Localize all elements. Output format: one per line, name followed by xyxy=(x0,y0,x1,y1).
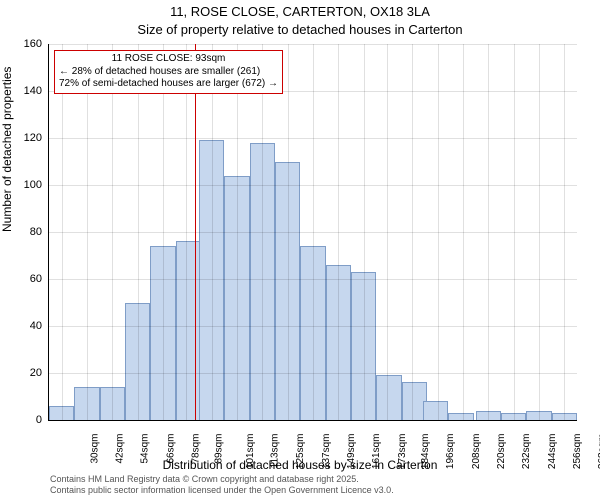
y-tick-label: 40 xyxy=(8,320,42,332)
x-tick-label: 244sqm xyxy=(547,434,558,470)
footer-line-1: Contains HM Land Registry data © Crown c… xyxy=(50,474,394,485)
x-tick-label: 256sqm xyxy=(572,434,583,470)
x-tick-label: 184sqm xyxy=(420,434,431,470)
x-tick-label: 208sqm xyxy=(471,434,482,470)
y-tick-label: 20 xyxy=(8,367,42,379)
gridline-x xyxy=(288,44,289,420)
gridline-x xyxy=(338,44,339,420)
gridline-x xyxy=(237,44,238,420)
gridline-y xyxy=(49,420,577,421)
gridline-x xyxy=(112,44,113,420)
title-line-2: Size of property relative to detached ho… xyxy=(0,22,600,37)
x-tick-label: 196sqm xyxy=(445,434,456,470)
gridline-x xyxy=(364,44,365,420)
x-tick-label: 54sqm xyxy=(140,434,151,464)
footer-attribution: Contains HM Land Registry data © Crown c… xyxy=(50,474,394,496)
x-tick-label: 137sqm xyxy=(321,434,332,470)
gridline-x xyxy=(138,44,139,420)
footer-line-2: Contains public sector information licen… xyxy=(50,485,394,496)
gridline-x xyxy=(564,44,565,420)
x-tick-label: 149sqm xyxy=(346,434,357,470)
gridline-x xyxy=(488,44,489,420)
histogram-bar xyxy=(448,413,473,420)
gridline-x xyxy=(514,44,515,420)
annotation-line-1: 11 ROSE CLOSE: 93sqm xyxy=(59,53,278,66)
plot-area xyxy=(48,44,577,421)
gridline-x xyxy=(387,44,388,420)
gridline-x xyxy=(163,44,164,420)
histogram-bar xyxy=(176,241,201,420)
chart-container: 11, ROSE CLOSE, CARTERTON, OX18 3LA Size… xyxy=(0,0,600,500)
y-tick-label: 80 xyxy=(8,226,42,238)
gridline-x xyxy=(212,44,213,420)
annotation-line-2: ← 28% of detached houses are smaller (26… xyxy=(59,66,278,79)
x-tick-label: 89sqm xyxy=(214,434,225,464)
annotation-line-3: 72% of semi-detached houses are larger (… xyxy=(59,78,278,91)
reference-line xyxy=(195,44,196,420)
x-tick-label: 42sqm xyxy=(115,434,126,464)
gridline-x xyxy=(186,44,187,420)
x-tick-label: 66sqm xyxy=(165,434,176,464)
x-tick-label: 220sqm xyxy=(496,434,507,470)
y-tick-label: 160 xyxy=(8,38,42,50)
y-tick-label: 100 xyxy=(8,179,42,191)
x-tick-label: 113sqm xyxy=(269,434,280,469)
y-tick-label: 60 xyxy=(8,273,42,285)
annotation-box: 11 ROSE CLOSE: 93sqm← 28% of detached ho… xyxy=(54,50,283,94)
gridline-x xyxy=(539,44,540,420)
gridline-x xyxy=(438,44,439,420)
gridline-x xyxy=(262,44,263,420)
x-tick-label: 232sqm xyxy=(521,434,532,470)
x-tick-label: 78sqm xyxy=(191,434,202,464)
histogram-bar xyxy=(423,401,448,420)
x-tick-label: 125sqm xyxy=(295,434,306,470)
gridline-x xyxy=(412,44,413,420)
title-line-1: 11, ROSE CLOSE, CARTERTON, OX18 3LA xyxy=(0,4,600,19)
gridline-x xyxy=(463,44,464,420)
y-tick-label: 0 xyxy=(8,414,42,426)
histogram-bar xyxy=(376,375,401,420)
x-tick-label: 161sqm xyxy=(371,434,382,470)
x-tick-label: 173sqm xyxy=(397,434,408,470)
gridline-x xyxy=(87,44,88,420)
gridline-x xyxy=(62,44,63,420)
y-tick-label: 120 xyxy=(8,132,42,144)
gridline-x xyxy=(313,44,314,420)
x-tick-label: 30sqm xyxy=(89,434,100,464)
x-tick-label: 101sqm xyxy=(245,434,256,470)
y-tick-label: 140 xyxy=(8,85,42,97)
